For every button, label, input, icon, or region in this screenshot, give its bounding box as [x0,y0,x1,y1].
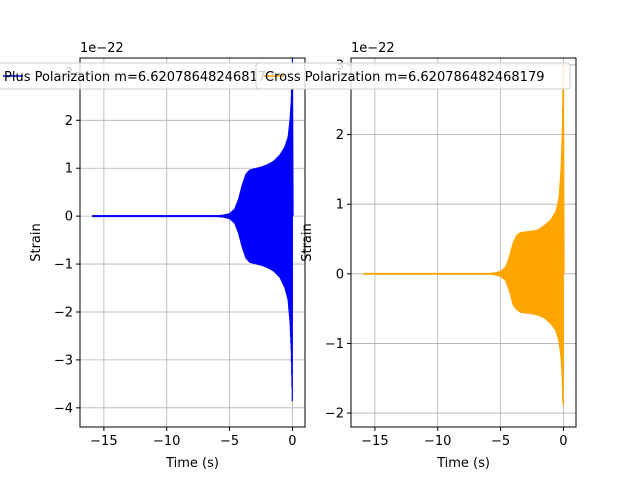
legend-0: Plus Polarization m=6.620786482468179 [0,62,296,90]
legend-label: Cross Polarization m=6.620786482468179 [265,70,544,85]
axes-frame [350,57,577,428]
y-tick-label: −1 [325,337,344,352]
y-tick-label: −2 [325,407,344,422]
x-tick-label: −5 [220,434,239,449]
x-axis-label: Time (s) [165,456,219,471]
axes-frame [79,57,306,428]
legend-frame [255,62,571,90]
x-axis-label: Time (s) [436,456,490,471]
x-tick-label: −15 [361,434,388,449]
y-tick-label: −1 [54,258,73,273]
y-tick-label: 2 [65,114,73,129]
y-tick-label: 0 [336,267,344,282]
legend-1: Cross Polarization m=6.620786482468179 [255,62,571,90]
y-tick-label: 1 [65,162,73,177]
x-tick-label: −10 [424,434,451,449]
x-tick-label: −5 [491,434,510,449]
y-tick-label: 1 [336,198,344,213]
y-tick-label: −4 [54,401,73,416]
y-tick-label: −2 [54,305,73,320]
x-tick-label: −10 [153,434,180,449]
y-tick-label: 0 [65,210,73,225]
y-offset-text: 1e−22 [80,41,124,56]
x-tick-label: 0 [288,434,296,449]
x-tick-label: 0 [559,434,567,449]
legend-label: Plus Polarization m=6.620786482468179 [4,70,274,85]
x-tick-label: −15 [90,434,117,449]
y-tick-label: −3 [54,353,73,368]
y-axis-label: Strain [29,223,44,262]
y-axis-label: Strain [300,223,315,262]
y-offset-text: 1e−22 [351,41,395,56]
y-tick-label: 2 [336,128,344,143]
